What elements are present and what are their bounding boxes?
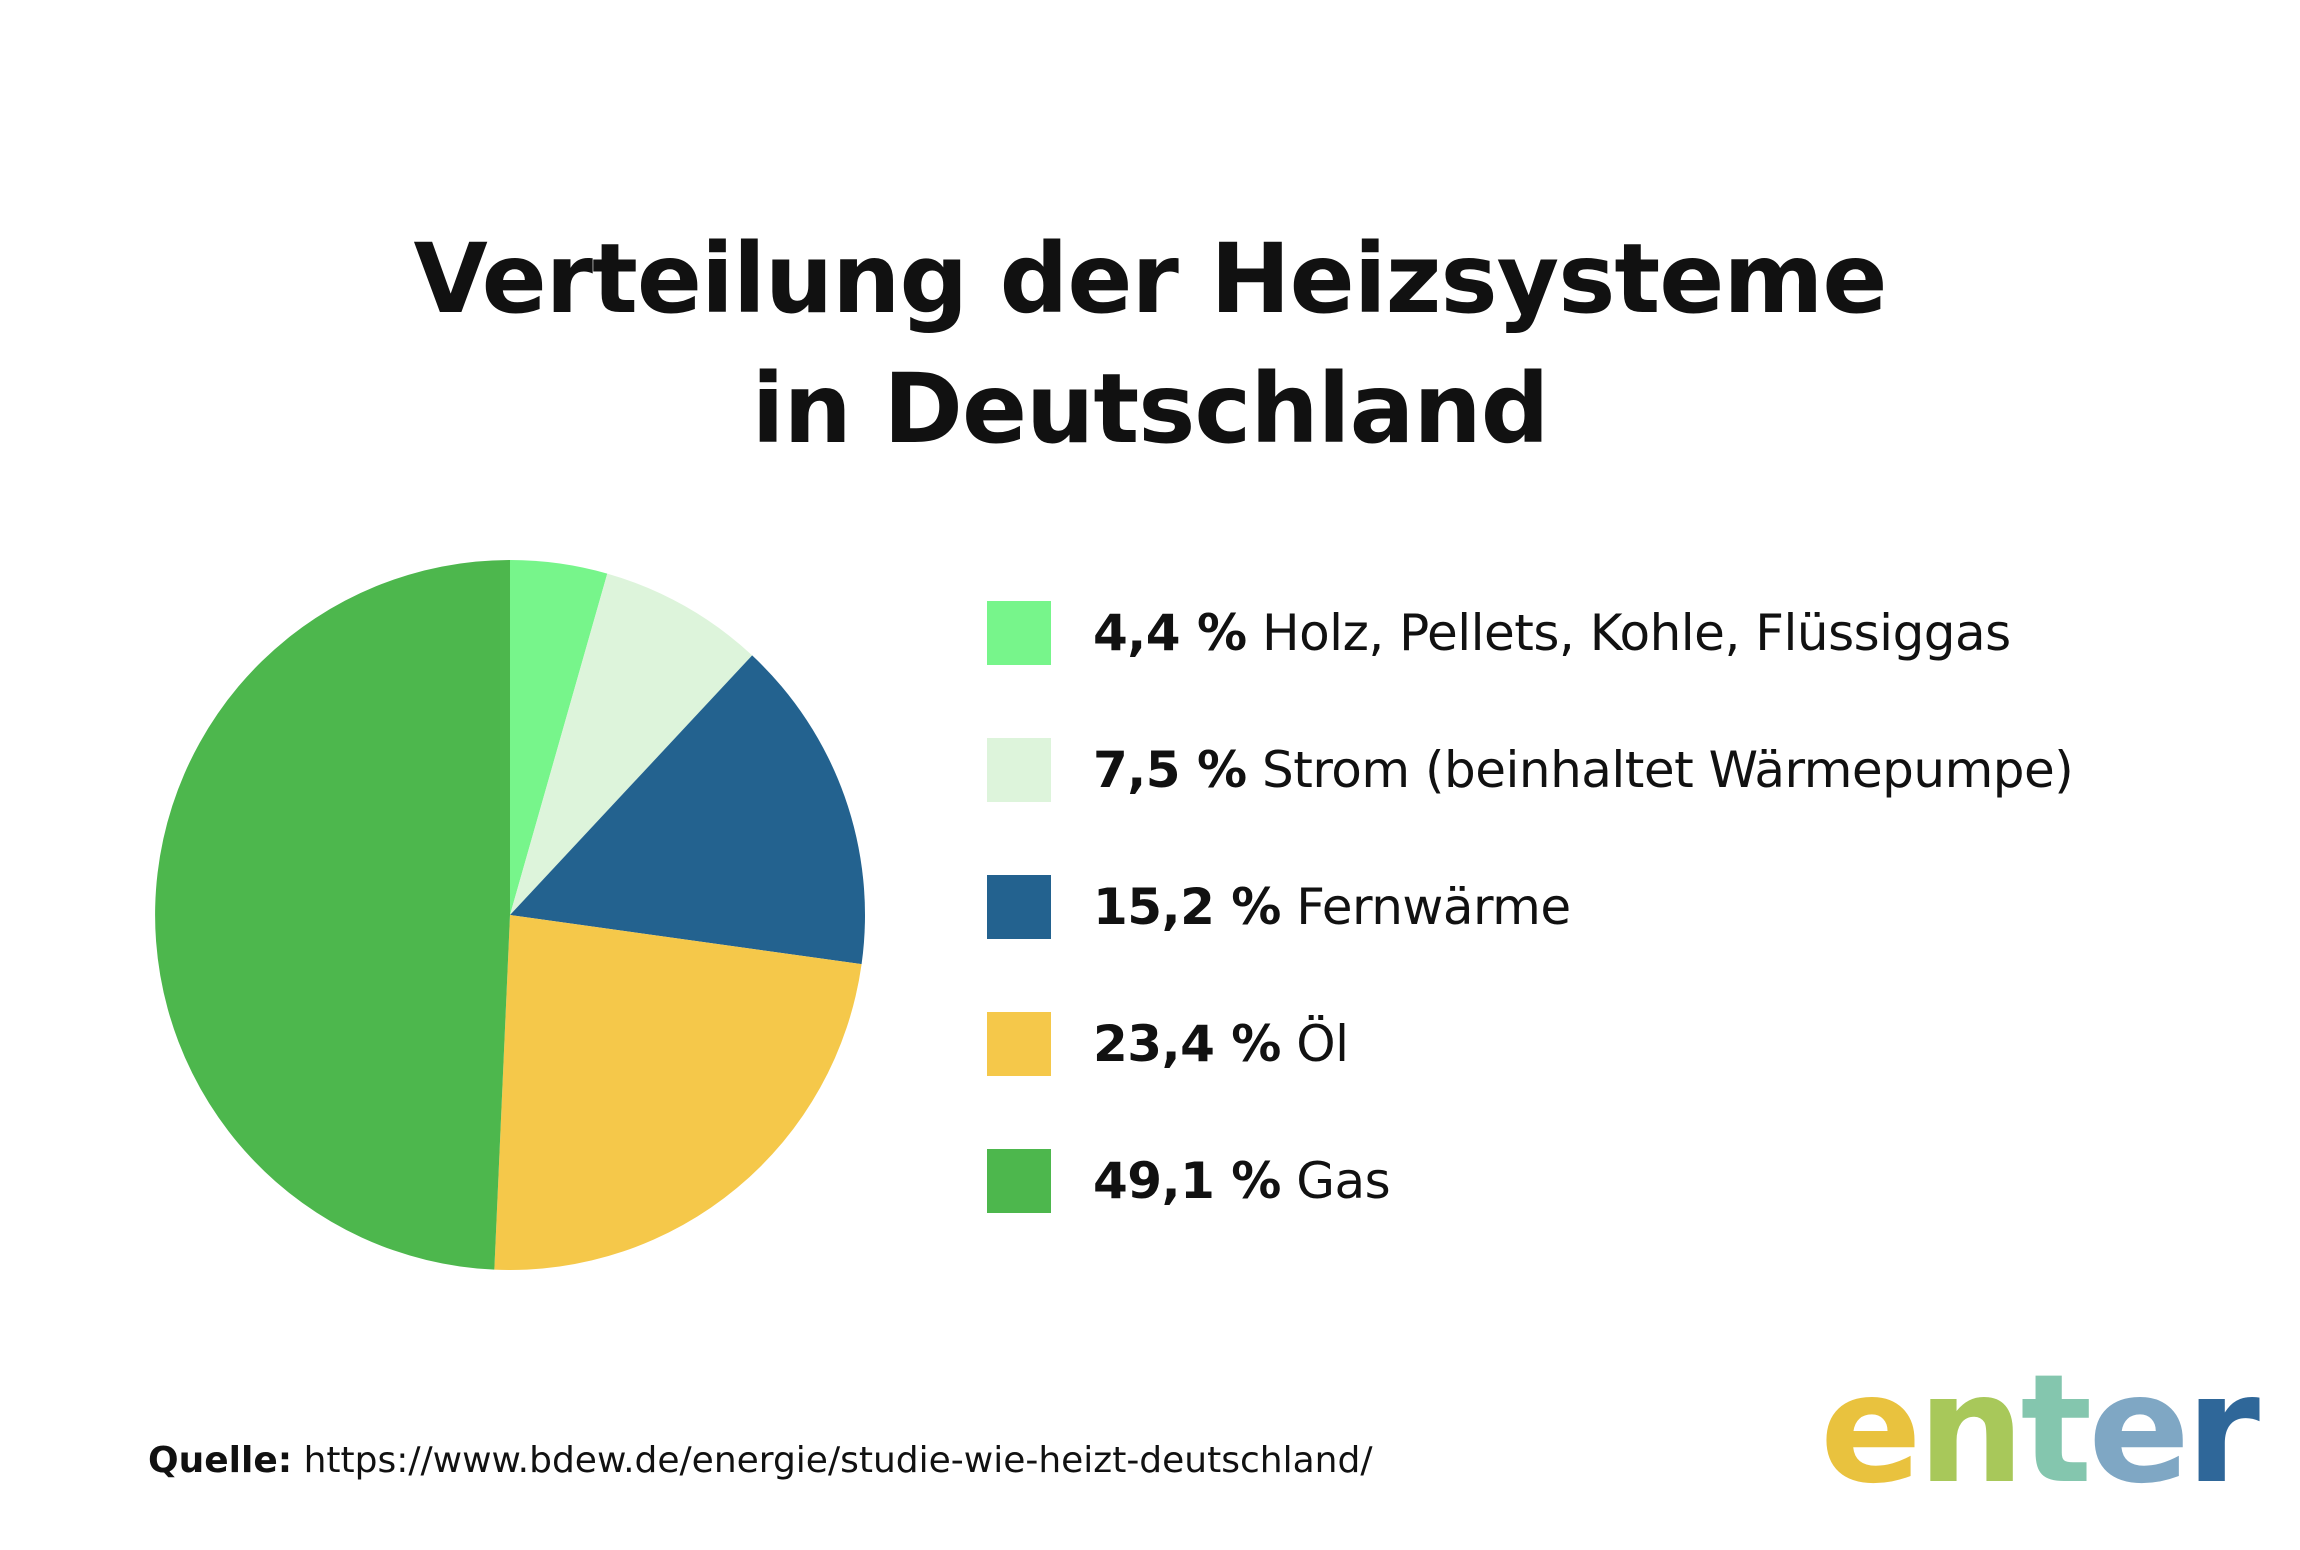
legend-item-4: 49,1 % Gas	[987, 1148, 2287, 1214]
legend-item-0: 4,4 % Holz, Pellets, Kohle, Flüssiggas	[987, 600, 2287, 666]
legend-label: Gas	[1280, 1152, 1391, 1210]
source-label: Quelle:	[148, 1440, 293, 1481]
legend-label: Fernwärme	[1280, 878, 1571, 936]
legend-swatch	[987, 601, 1051, 665]
legend-value: 4,4 %	[1093, 604, 1247, 662]
logo-letter-1: n	[1917, 1343, 2025, 1517]
legend-value: 23,4 %	[1093, 1015, 1281, 1073]
pie-slice-1	[510, 573, 753, 915]
legend-item-1: 7,5 % Strom (beinhaltet Wärmepumpe)	[987, 737, 2287, 803]
source-note: Quelle: https://www.bdew.de/energie/stud…	[148, 1440, 1372, 1481]
legend-swatch	[987, 875, 1051, 939]
chart-title-line-2: in Deutschland	[751, 353, 1550, 466]
legend-label: Strom (beinhaltet Wärmepumpe)	[1246, 741, 2074, 799]
legend-text: 23,4 % Öl	[1093, 1015, 1349, 1073]
legend-value: 15,2 %	[1093, 878, 1281, 936]
legend-item-2: 15,2 % Fernwärme	[987, 874, 2287, 940]
legend-label: Öl	[1280, 1015, 1349, 1073]
pie-chart	[155, 560, 866, 1270]
pie-slice-3	[494, 915, 862, 1270]
legend-value: 49,1 %	[1093, 1152, 1281, 1210]
chart-title: Verteilung der Heizsysteme in Deutschlan…	[0, 214, 2300, 474]
legend-item-3: 23,4 % Öl	[987, 1011, 2287, 1077]
legend-text: 49,1 % Gas	[1093, 1152, 1391, 1210]
legend-label: Holz, Pellets, Kohle, Flüssiggas	[1246, 604, 2011, 662]
pie-slice-4	[155, 560, 510, 1270]
logo-letter-0: e	[1820, 1343, 1922, 1517]
legend-value: 7,5 %	[1093, 741, 1247, 799]
legend-swatch	[987, 738, 1051, 802]
legend-text: 7,5 % Strom (beinhaltet Wärmepumpe)	[1093, 741, 2074, 799]
pie-slice-0	[510, 560, 608, 915]
logo-letter-4: r	[2185, 1343, 2260, 1517]
chart-title-line-1: Verteilung der Heizsysteme	[413, 223, 1888, 336]
pie-slice-2	[510, 655, 866, 965]
enter-logo: enter	[1820, 1355, 2260, 1505]
source-url: https://www.bdew.de/energie/studie-wie-h…	[303, 1440, 1373, 1481]
logo-letter-3: e	[2088, 1343, 2190, 1517]
legend-swatch	[987, 1149, 1051, 1213]
logo-letter-2: t	[2020, 1343, 2093, 1517]
legend-text: 15,2 % Fernwärme	[1093, 878, 1571, 936]
legend-swatch	[987, 1012, 1051, 1076]
legend-text: 4,4 % Holz, Pellets, Kohle, Flüssiggas	[1093, 604, 2011, 662]
